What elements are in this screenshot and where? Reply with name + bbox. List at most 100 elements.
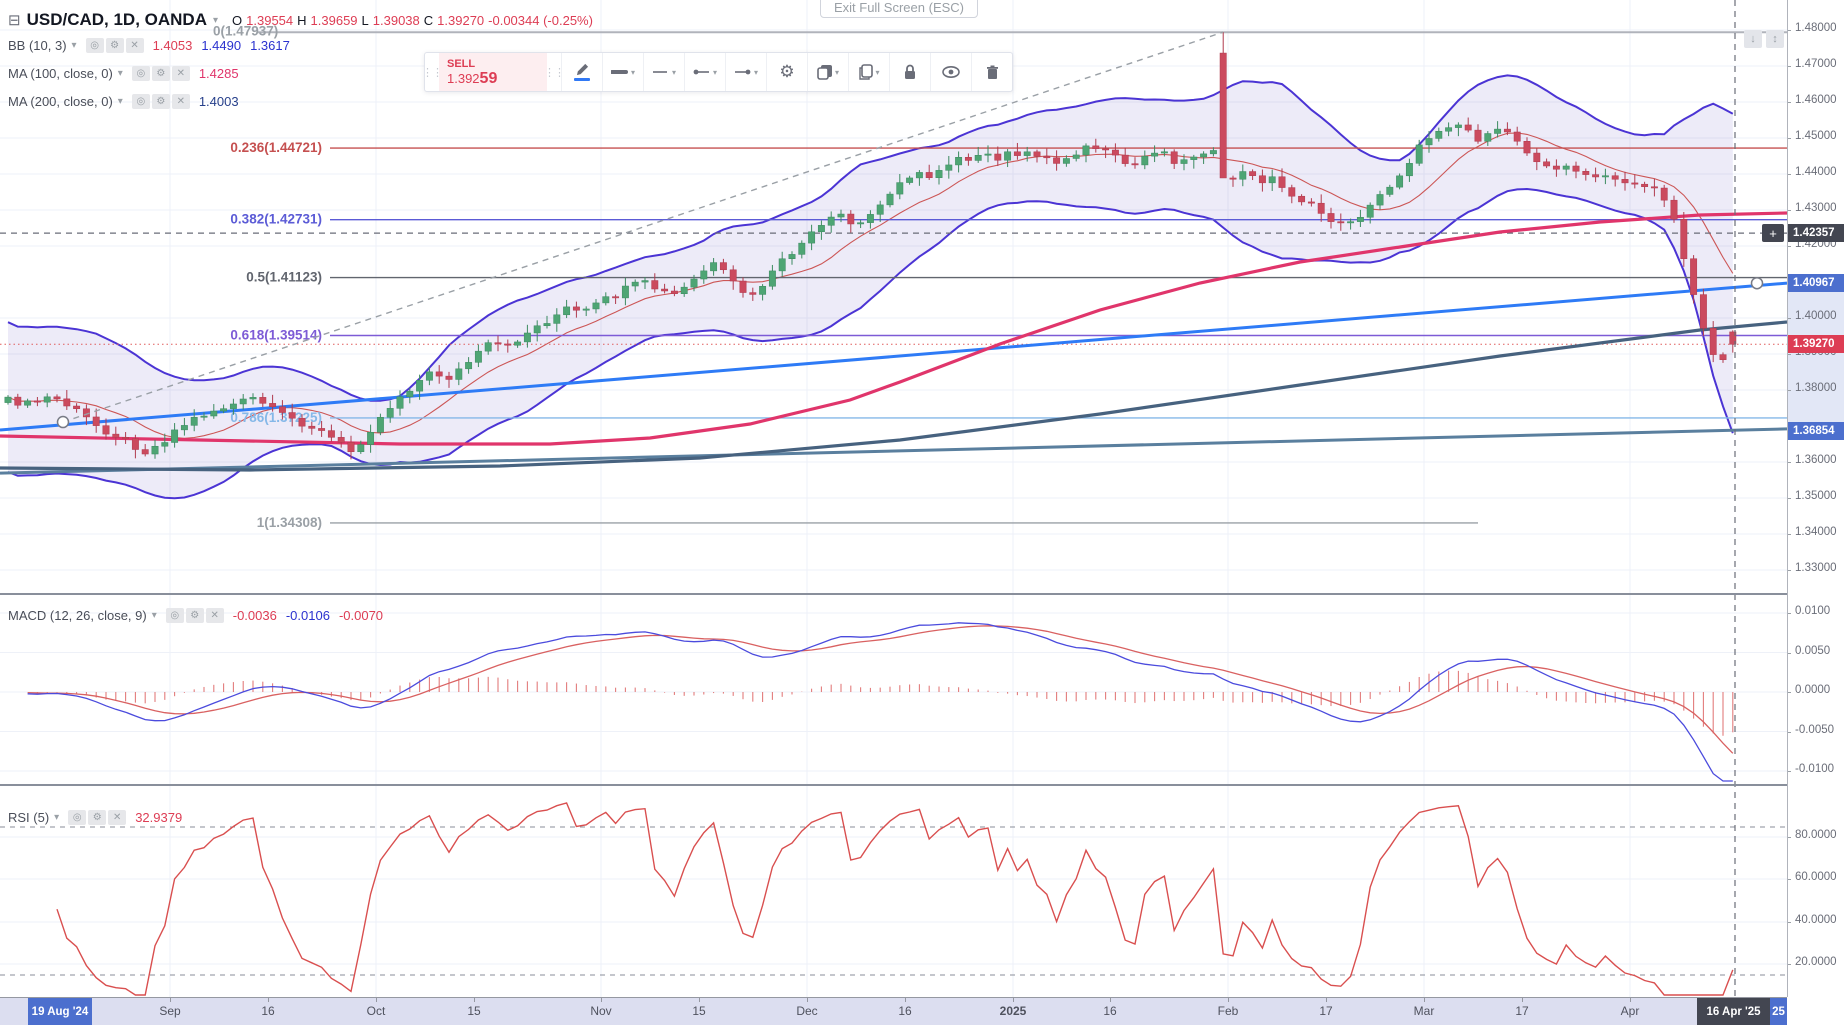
macd-visibility-button[interactable]: ◎ xyxy=(165,608,184,623)
bb-remove-button[interactable]: ✕ xyxy=(125,38,144,53)
ma100-label[interactable]: MA (100, close, 0) xyxy=(8,66,113,81)
grid-lines xyxy=(0,0,1787,997)
corner-date-badge: 25 xyxy=(1770,998,1787,1025)
template-button[interactable]: ▾ xyxy=(807,53,848,91)
fib-level-label: 0.382(1.42731) xyxy=(230,212,322,227)
symbol-title[interactable]: USD/CAD, 1D, OANDA xyxy=(26,10,207,29)
symbol-header: ⊟ USD/CAD, 1D, OANDA ▾ O 1.39554 H 1.396… xyxy=(8,10,593,30)
sell-button[interactable]: SELL 1.39259 xyxy=(439,53,547,91)
rsi-remove-button[interactable]: ✕ xyxy=(108,810,127,825)
axis-tick xyxy=(1787,692,1791,693)
time-label: 17 xyxy=(1319,1004,1333,1018)
start-date-badge: 19 Aug '24 xyxy=(28,998,92,1025)
macd-settings-button[interactable]: ⚙ xyxy=(185,608,204,623)
time-label: 16 xyxy=(1103,1004,1117,1018)
ma100-visibility-button[interactable]: ◎ xyxy=(131,66,150,81)
axis-tick xyxy=(1787,922,1791,923)
time-label: 15 xyxy=(467,1004,481,1018)
low-value: 1.39038 xyxy=(372,12,420,28)
copy-icon xyxy=(858,64,874,80)
bb-label[interactable]: BB (10, 3) xyxy=(8,38,67,53)
crosshair-price-badge: 1.42357 xyxy=(1787,224,1844,243)
time-label: Apr xyxy=(1620,1004,1640,1018)
drawing-anchor-handle[interactable] xyxy=(56,415,70,429)
fib-level-label: 0(1.47937) xyxy=(213,23,278,38)
drawing-anchor-handle[interactable] xyxy=(1750,276,1764,290)
time-tick xyxy=(170,998,171,1002)
ma200-line xyxy=(0,320,1787,472)
pane-separator-macd[interactable] xyxy=(0,593,1844,595)
rsi-settings-button[interactable]: ⚙ xyxy=(88,810,107,825)
time-tick xyxy=(1424,998,1425,1002)
lock-icon xyxy=(903,64,917,80)
auto-scale-button[interactable]: ↕ xyxy=(1766,30,1784,48)
time-label: Dec xyxy=(796,1004,818,1018)
axis-tick-label: 0.0000 xyxy=(1795,684,1831,696)
chevron-down-icon[interactable]: ▾ xyxy=(117,96,123,107)
window-icon[interactable]: ⊟ xyxy=(8,11,21,29)
time-label: Sep xyxy=(159,1004,181,1018)
chevron-down-icon[interactable]: ▾ xyxy=(212,14,219,26)
drag-handle[interactable]: ⋮⋮ xyxy=(544,66,565,79)
fib-trend-diagonal xyxy=(56,31,1764,429)
rsi-line xyxy=(56,802,1734,996)
add-alert-plus-button[interactable]: + xyxy=(1762,224,1784,242)
pencil-tool-button[interactable] xyxy=(561,53,602,91)
axis-tick-label: 20.0000 xyxy=(1795,956,1837,968)
axis-tick-label: 1.44000 xyxy=(1795,166,1837,178)
axis-tick xyxy=(1787,964,1791,965)
axis-corner xyxy=(1787,997,1844,1025)
line-start-button[interactable]: ▾ xyxy=(684,53,725,91)
scale-buttons: ↓ ↕ xyxy=(1744,30,1784,48)
time-label: 15 xyxy=(692,1004,706,1018)
bb-settings-button[interactable]: ⚙ xyxy=(105,38,124,53)
time-label: Mar xyxy=(1413,1004,1435,1018)
drag-handle[interactable]: ⋮⋮ xyxy=(422,66,443,79)
ma100-settings-button[interactable]: ⚙ xyxy=(151,66,170,81)
macd-signal-line xyxy=(27,625,1734,754)
rsi-label[interactable]: RSI (5) xyxy=(8,810,50,825)
trendline-a[interactable] xyxy=(0,281,1787,432)
macd-remove-button[interactable]: ✕ xyxy=(205,608,224,623)
pane-separator-rsi[interactable] xyxy=(0,784,1844,786)
axis-band-highlight xyxy=(1787,283,1844,431)
axis-tick-label: 1.45000 xyxy=(1795,130,1837,142)
rsi-visibility-button[interactable]: ◎ xyxy=(68,810,87,825)
ma200-label[interactable]: MA (200, close, 0) xyxy=(8,94,113,109)
lock-button[interactable] xyxy=(889,53,930,91)
clone-button[interactable]: ▾ xyxy=(848,53,889,91)
price-axis[interactable]: 1.48000 1.47000 1.46000 1.45000 1.44000 1.430… xyxy=(1787,0,1844,997)
settings-button[interactable]: ⚙ xyxy=(766,53,807,91)
axis-tick xyxy=(1787,731,1791,733)
axis-tick xyxy=(1787,879,1791,880)
time-tick xyxy=(1228,998,1229,1002)
bb-visibility-button[interactable]: ◎ xyxy=(85,38,104,53)
ma200-remove-button[interactable]: ✕ xyxy=(171,94,190,109)
line-width-button[interactable]: ▾ xyxy=(602,53,643,91)
line-end-button[interactable]: ▾ xyxy=(725,53,766,91)
axis-tick xyxy=(1787,498,1791,499)
fib-level-label: 1(1.34308) xyxy=(257,515,322,530)
chevron-down-icon[interactable]: ▾ xyxy=(54,812,60,823)
line-style-button[interactable]: ▾ xyxy=(643,53,684,91)
axis-tick xyxy=(1787,613,1791,614)
time-label: Oct xyxy=(366,1004,386,1018)
delete-button[interactable] xyxy=(971,53,1012,91)
ma200-settings-button[interactable]: ⚙ xyxy=(151,94,170,109)
macd-label[interactable]: MACD (12, 26, close, 9) xyxy=(8,608,147,623)
exit-fullscreen-button[interactable]: Exit Full Screen (ESC) xyxy=(820,0,978,18)
axis-tick-label: 1.36000 xyxy=(1795,454,1837,466)
chevron-down-icon[interactable]: ▾ xyxy=(117,68,123,79)
chevron-down-icon[interactable]: ▾ xyxy=(71,40,77,51)
trendline-b[interactable] xyxy=(0,427,1787,475)
ma200-visibility-button[interactable]: ◎ xyxy=(131,94,150,109)
time-axis[interactable]: Sep 16 Oct 15 Nov 15 Dec 16 2025 16 Feb 17 Mar 17 Apr 1… xyxy=(0,997,1787,1025)
axis-tick xyxy=(1787,138,1791,139)
macd-line xyxy=(27,622,1733,782)
ma100-remove-button[interactable]: ✕ xyxy=(171,66,190,81)
chevron-down-icon[interactable]: ▾ xyxy=(151,610,157,621)
bb-basis-value: 1.4053 xyxy=(152,38,193,53)
scroll-to-recent-button[interactable]: ↓ xyxy=(1744,30,1762,48)
hide-button[interactable] xyxy=(930,53,971,91)
